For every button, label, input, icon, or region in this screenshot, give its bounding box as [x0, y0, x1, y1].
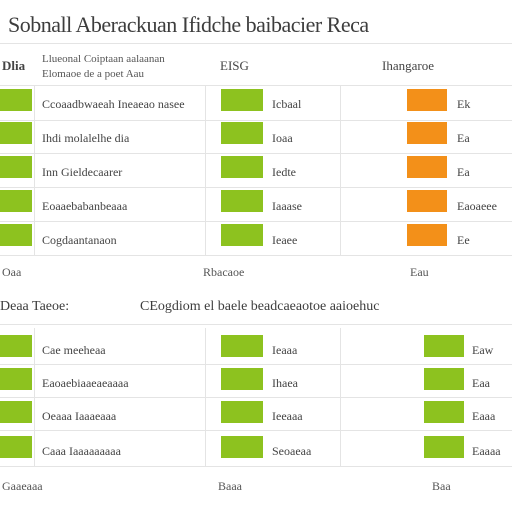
section-footer-right: Eau	[410, 265, 429, 279]
row-right: Eaa	[472, 376, 490, 390]
page-title: Sobnall Aberackuan Ifidche baibacier Rec…	[8, 12, 369, 37]
section-footer-right: Baa	[432, 479, 451, 493]
row-right: Ea	[457, 165, 470, 179]
row-value: Iaaase	[272, 199, 302, 213]
grid-line	[205, 85, 206, 255]
row-label: Eaoaebiaaeaeaaaa	[42, 376, 129, 390]
divider	[0, 466, 512, 467]
section-footer-left: Oaa	[2, 265, 22, 279]
status-bar-green	[0, 224, 32, 246]
row-right: Ee	[457, 233, 470, 247]
section-footer-left: Gaaeaaa	[2, 479, 43, 493]
status-bar-green	[221, 368, 263, 390]
status-bar-green	[424, 368, 464, 390]
divider	[0, 255, 512, 256]
column-subheader-1a: Llueonal Coiptaan aalaanan	[42, 53, 165, 65]
status-bar-orange	[407, 156, 447, 178]
divider	[0, 364, 512, 365]
row-right: Ek	[457, 97, 471, 111]
status-bar-green	[424, 335, 464, 357]
row-label: Cogdaantanaon	[42, 233, 117, 247]
section-footer-center: Baaa	[218, 479, 242, 493]
status-bar-orange	[407, 190, 447, 212]
grid-line	[340, 85, 341, 255]
row-right: Eaaa	[472, 409, 496, 423]
status-bar-green	[221, 89, 263, 111]
status-bar-green	[0, 401, 32, 423]
status-bar-green	[221, 122, 263, 144]
divider	[0, 221, 512, 222]
status-bar-green	[0, 368, 32, 390]
row-value: Ioaa	[272, 131, 293, 145]
status-bar-green	[0, 190, 32, 212]
divider	[0, 153, 512, 154]
grid-line	[34, 85, 35, 255]
row-label: Ccoaadbwaeah Ineaeao nasee	[42, 97, 185, 111]
status-bar-green	[221, 190, 263, 212]
status-bar-green	[0, 335, 32, 357]
row-value: Seoaeaa	[272, 444, 312, 458]
status-bar-orange	[407, 89, 447, 111]
section-title-left: Deaa Taeoe:	[0, 299, 70, 314]
divider	[0, 397, 512, 398]
row-right: Eaaaa	[472, 444, 501, 458]
row-label: Eoaaebabanbeaaa	[42, 199, 128, 213]
row-right: Eaw	[472, 343, 494, 357]
row-label: Cae meeheaa	[42, 343, 106, 357]
row-right: Eaoaeee	[457, 199, 497, 213]
row-value: Iedte	[272, 165, 296, 179]
status-bar-green	[221, 335, 263, 357]
status-bar-green	[424, 401, 464, 423]
row-right: Ea	[457, 131, 470, 145]
row-label: Caaa Iaaaaaaaaa	[42, 444, 121, 458]
status-bar-green	[221, 401, 263, 423]
status-bar-green	[0, 122, 32, 144]
column-subheader-1b: Elomaoe de a poet Aau	[42, 68, 145, 80]
row-value: Ihaea	[272, 376, 298, 390]
row-value: Icbaal	[272, 97, 302, 111]
column-header-3: Ihangaroe	[382, 58, 434, 73]
section-title-center: CEogdiom el baele beadcaeaotoe aaioehuc	[140, 299, 380, 314]
status-bar-green	[221, 436, 263, 458]
row-value: Ieaaa	[272, 343, 298, 357]
status-bar-green	[0, 156, 32, 178]
column-header-2: EISG	[220, 58, 249, 73]
row-value: Ieeaaa	[272, 409, 303, 423]
divider	[0, 187, 512, 188]
column-header-1: Dlia	[2, 58, 26, 73]
divider	[0, 85, 512, 86]
status-bar-orange	[407, 122, 447, 144]
row-label: Inn Gieldecaarer	[42, 165, 123, 179]
status-bar-green	[0, 89, 32, 111]
status-bar-green	[221, 224, 263, 246]
row-value: Ieaee	[272, 233, 298, 247]
divider	[0, 430, 512, 431]
status-bar-green	[424, 436, 464, 458]
status-bar-green	[221, 156, 263, 178]
divider	[0, 120, 512, 121]
divider	[0, 324, 512, 325]
row-label: Ihdi molalelhe dia	[42, 131, 130, 145]
status-bar-orange	[407, 224, 447, 246]
divider	[0, 43, 512, 44]
row-label: Oeaaa Iaaaeaaa	[42, 409, 117, 423]
status-bar-green	[0, 436, 32, 458]
section-footer-center: Rbacaoe	[203, 265, 245, 279]
